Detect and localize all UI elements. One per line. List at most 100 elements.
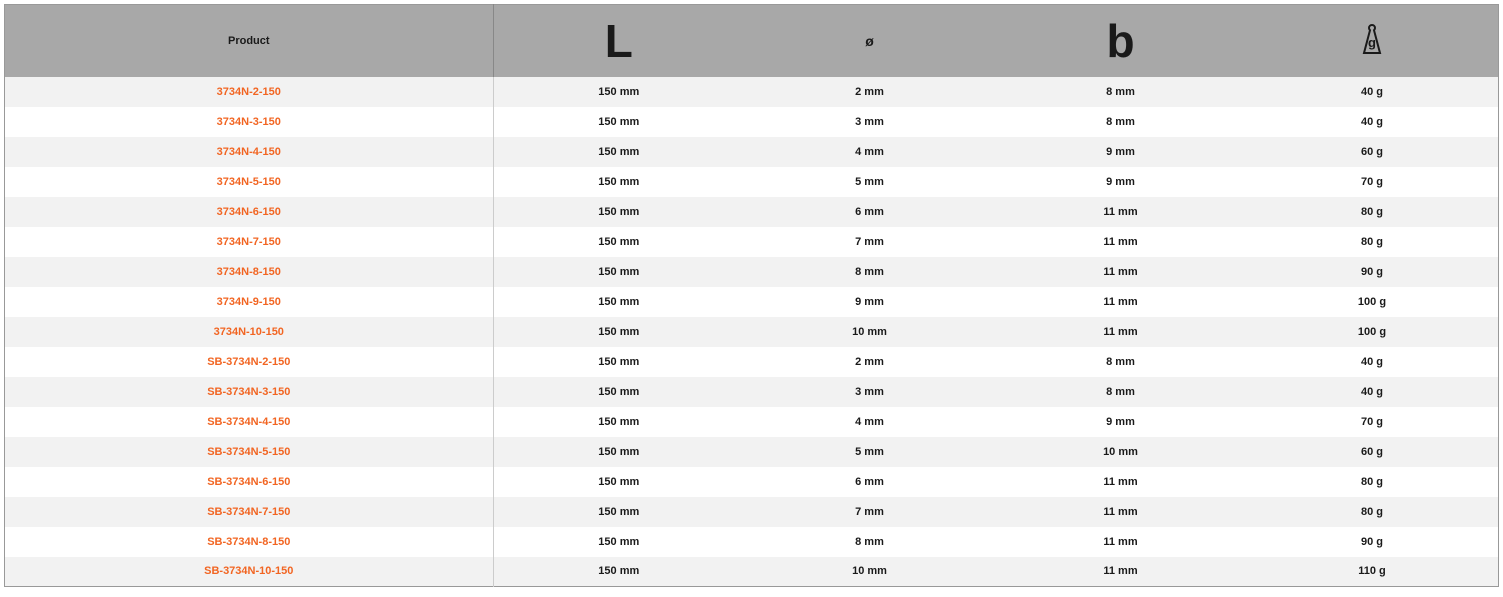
cell-length: 150 mm [493,497,744,527]
cell-length: 150 mm [493,197,744,227]
table-row: 3734N-3-150150 mm3 mm8 mm40 g [5,107,1499,137]
cell-weight: 80 g [1246,467,1499,497]
table-body: 3734N-2-150150 mm2 mm8 mm40 g3734N-3-150… [5,77,1499,587]
cell-length: 150 mm [493,107,744,137]
column-header-product-label: Product [228,35,270,47]
length-icon: L [605,15,633,67]
product-link[interactable]: SB-3734N-4-150 [207,416,290,428]
cell-diameter: 7 mm [744,497,995,527]
cell-product: 3734N-10-150 [5,317,494,347]
cell-width: 11 mm [995,557,1246,587]
cell-width: 11 mm [995,317,1246,347]
cell-product: SB-3734N-2-150 [5,347,494,377]
table-row: 3734N-10-150150 mm10 mm11 mm100 g [5,317,1499,347]
product-link[interactable]: SB-3734N-6-150 [207,476,290,488]
column-header-weight: g [1246,5,1499,77]
table-row: 3734N-4-150150 mm4 mm9 mm60 g [5,137,1499,167]
cell-width: 11 mm [995,497,1246,527]
cell-width: 11 mm [995,467,1246,497]
cell-length: 150 mm [493,467,744,497]
cell-width: 10 mm [995,437,1246,467]
table-row: SB-3734N-4-150150 mm4 mm9 mm70 g [5,407,1499,437]
cell-diameter: 9 mm [744,287,995,317]
cell-product: 3734N-4-150 [5,137,494,167]
cell-product: SB-3734N-8-150 [5,527,494,557]
cell-width: 9 mm [995,407,1246,437]
cell-length: 150 mm [493,377,744,407]
table-row: 3734N-2-150 150 mm2 mm8 mm40 g [5,77,1499,107]
product-link[interactable]: 3734N-3-150 [217,116,281,128]
table-row: 3734N-5-150150 mm5 mm9 mm70 g [5,167,1499,197]
cell-length: 150 mm [493,77,744,107]
cell-width: 8 mm [995,107,1246,137]
cell-weight: 100 g [1246,287,1499,317]
cell-product: 3734N-5-150 [5,167,494,197]
cell-width: 11 mm [995,197,1246,227]
cell-width: 8 mm [995,77,1246,107]
cell-length: 150 mm [493,317,744,347]
table-row: SB-3734N-3-150150 mm3 mm8 mm40 g [5,377,1499,407]
width-icon: b [1106,15,1134,67]
product-link[interactable]: 3734N-2-150 [217,86,281,98]
cell-width: 11 mm [995,227,1246,257]
cell-diameter: 2 mm [744,347,995,377]
cell-length: 150 mm [493,527,744,557]
table-row: 3734N-8-150150 mm8 mm11 mm90 g [5,257,1499,287]
product-link[interactable]: SB-3734N-7-150 [207,506,290,518]
table-row: SB-3734N-8-150150 mm8 mm11 mm90 g [5,527,1499,557]
product-link[interactable]: 3734N-8-150 [217,266,281,278]
product-link[interactable]: SB-3734N-8-150 [207,536,290,548]
cell-weight: 40 g [1246,347,1499,377]
cell-diameter: 5 mm [744,167,995,197]
cell-diameter: 8 mm [744,527,995,557]
cell-product: 3734N-3-150 [5,107,494,137]
cell-weight: 90 g [1246,257,1499,287]
cell-length: 150 mm [493,407,744,437]
cell-length: 150 mm [493,437,744,467]
cell-weight: 40 g [1246,77,1499,107]
cell-product: SB-3734N-4-150 [5,407,494,437]
cell-width: 11 mm [995,287,1246,317]
product-link[interactable]: 3734N-4-150 [217,146,281,158]
product-link[interactable]: 3734N-6-150 [217,206,281,218]
cell-diameter: 4 mm [744,137,995,167]
cell-weight: 80 g [1246,197,1499,227]
cell-product: SB-3734N-3-150 [5,377,494,407]
cell-diameter: 2 mm [744,77,995,107]
table-row: SB-3734N-2-150150 mm2 mm8 mm40 g [5,347,1499,377]
cell-weight: 70 g [1246,407,1499,437]
cell-diameter: 6 mm [744,467,995,497]
cell-width: 9 mm [995,137,1246,167]
cell-product: 3734N-2-150 [5,77,494,107]
product-link[interactable]: 3734N-10-150 [214,326,284,338]
cell-product: 3734N-7-150 [5,227,494,257]
product-spec-table: Product L ø b g 3734N-2-150150 mm2 [4,4,1499,587]
cell-diameter: 5 mm [744,437,995,467]
cell-product: SB-3734N-5-150 [5,437,494,467]
cell-length: 150 mm [493,287,744,317]
column-header-product: Product [5,5,494,77]
product-link[interactable]: 3734N-5-150 [217,176,281,188]
cell-weight: 60 g [1246,137,1499,167]
cell-width: 8 mm [995,377,1246,407]
cell-length: 150 mm [493,257,744,287]
product-link[interactable]: SB-3734N-10-150 [204,565,293,577]
product-link[interactable]: SB-3734N-3-150 [207,386,290,398]
cell-diameter: 10 mm [744,557,995,587]
svg-text:g: g [1368,35,1376,50]
cell-weight: 90 g [1246,527,1499,557]
product-link[interactable]: 3734N-9-150 [217,296,281,308]
product-link[interactable]: SB-3734N-5-150 [207,446,290,458]
cell-weight: 80 g [1246,227,1499,257]
product-link[interactable]: 3734N-7-150 [217,236,281,248]
product-link[interactable]: SB-3734N-2-150 [207,356,290,368]
cell-product: SB-3734N-6-150 [5,467,494,497]
table-header-row: Product L ø b g [5,5,1499,77]
cell-diameter: 6 mm [744,197,995,227]
table-row: SB-3734N-6-150 150 mm6 mm11 mm80 g [5,467,1499,497]
diameter-icon: ø [865,33,874,49]
cell-product: SB-3734N-7-150 [5,497,494,527]
table-row: 3734N-7-150150 mm7 mm11 mm80 g [5,227,1499,257]
cell-diameter: 3 mm [744,377,995,407]
cell-diameter: 7 mm [744,227,995,257]
